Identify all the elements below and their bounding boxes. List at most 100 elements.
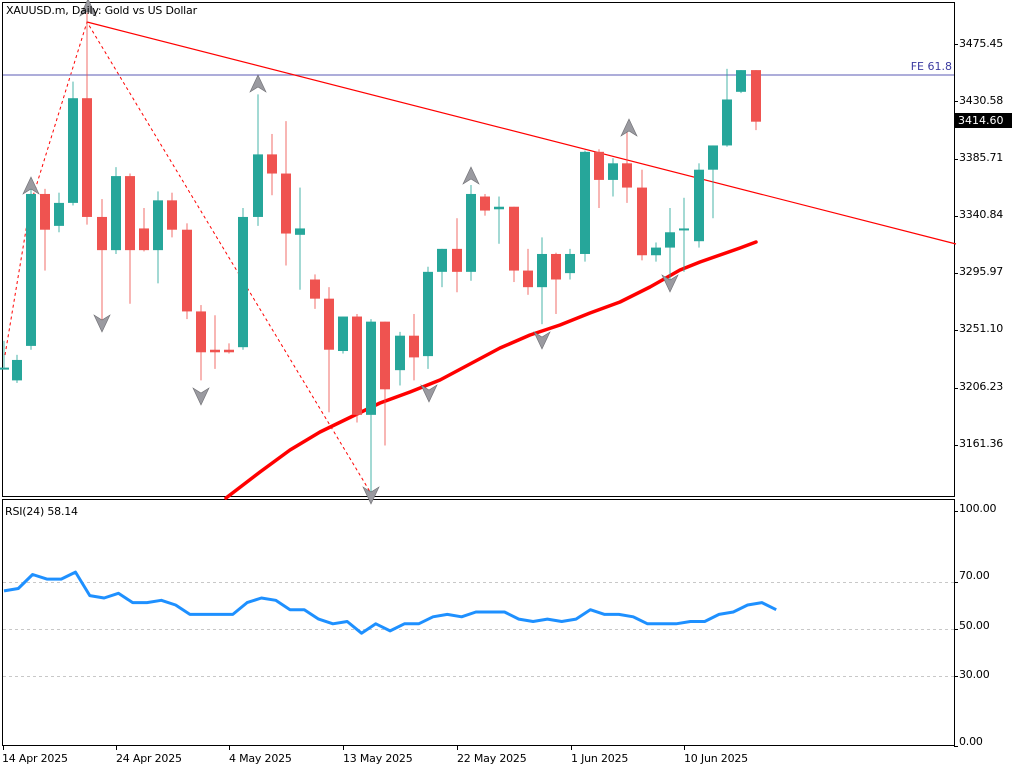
candle [637, 169, 647, 261]
candle [224, 343, 234, 354]
candle [310, 274, 320, 309]
candle-body [494, 206, 504, 210]
candle [182, 223, 192, 320]
candle-body [751, 70, 761, 122]
candle-body [153, 200, 163, 251]
candle [352, 313, 362, 423]
time-axis-label: 4 May 2025 [229, 752, 292, 765]
time-axis-label: 24 Apr 2025 [116, 752, 182, 765]
candle [153, 191, 163, 284]
candle-body [594, 151, 604, 180]
candle-body [68, 98, 78, 203]
candle-body [253, 154, 263, 217]
candle [452, 218, 462, 293]
arrow-up-icon [462, 166, 480, 185]
candle-body [26, 193, 36, 346]
trendline-segment [86, 21, 957, 245]
time-axis-label: 22 May 2025 [457, 752, 527, 765]
price-panel-frame [2, 2, 955, 497]
candle [238, 208, 248, 350]
candle [68, 81, 78, 206]
candle [679, 197, 689, 272]
candle [210, 315, 220, 369]
price-axis-label: 3161.36 [959, 437, 1004, 450]
arrow-down-icon [93, 314, 111, 333]
candle [651, 242, 661, 262]
candle [295, 187, 305, 290]
candle [0, 340, 9, 370]
candle-body [97, 216, 107, 251]
candle [409, 313, 419, 381]
candle [324, 287, 334, 413]
candle [12, 354, 22, 383]
candle [466, 185, 476, 281]
candle [395, 331, 405, 386]
candle [253, 94, 263, 226]
candle-body [708, 145, 718, 170]
candle-body [466, 193, 476, 272]
candle [608, 158, 618, 197]
arrow-down-icon [420, 384, 438, 403]
zigzag-path [4, 20, 373, 496]
current-price-tag: 3414.60 [955, 113, 1012, 128]
candle [338, 316, 348, 354]
price-axis-ticks [954, 44, 958, 446]
candle [594, 149, 604, 209]
candle [423, 266, 433, 369]
price-axis-label: 3475.45 [959, 37, 1004, 50]
price-axis-label: 3295.97 [959, 265, 1004, 278]
rsi-axis-label: 100.00 [959, 502, 997, 515]
candle [494, 196, 504, 244]
candle-body [665, 232, 675, 248]
trendline[interactable] [86, 21, 957, 245]
price-axis-label: 3340.84 [959, 208, 1004, 221]
rsi-panel-frame [2, 499, 955, 746]
candle-body [380, 321, 390, 390]
candle-body [295, 228, 305, 235]
candle-body [423, 271, 433, 357]
candle-body [679, 228, 689, 231]
candle [139, 208, 149, 252]
candle [97, 199, 107, 326]
zigzag-indicator [4, 20, 373, 496]
arrow-up-icon [249, 74, 267, 93]
candle-body [736, 70, 746, 92]
candle-body [651, 247, 661, 256]
candle [40, 188, 50, 271]
candle [551, 252, 561, 314]
candle-body [694, 169, 704, 242]
candle-body [409, 335, 419, 358]
candle-body [537, 253, 547, 288]
arrow-down-icon [362, 486, 380, 505]
candle-body [281, 173, 291, 234]
candle-body [523, 270, 533, 288]
candle-body [139, 228, 149, 251]
candle [509, 206, 519, 283]
candle [694, 163, 704, 248]
candle [565, 248, 575, 280]
candle-body [480, 196, 490, 211]
arrow-up-icon [620, 118, 638, 137]
candle-body [366, 321, 376, 415]
candle-body [551, 253, 561, 280]
rsi-indicator-title: RSI(24) 58.14 [5, 505, 78, 518]
candle-body [210, 349, 220, 353]
candle-body [622, 163, 632, 188]
time-axis-ticks [3, 745, 685, 750]
candlestick-series [0, 12, 761, 497]
arrow-up-icon [22, 176, 40, 195]
candle-body [224, 349, 234, 353]
rsi-axis-label: 50.00 [959, 619, 990, 632]
candle [480, 193, 490, 216]
price-axis-label: 3206.23 [959, 380, 1004, 393]
rsi-line [3, 570, 777, 635]
candle-body [40, 193, 50, 230]
time-axis-label: 10 Jun 2025 [684, 752, 748, 765]
candle-body [324, 298, 334, 350]
time-axis-label: 13 May 2025 [343, 752, 413, 765]
candle [537, 237, 547, 325]
candle-body [0, 367, 9, 370]
arrow-down-icon [192, 387, 210, 406]
